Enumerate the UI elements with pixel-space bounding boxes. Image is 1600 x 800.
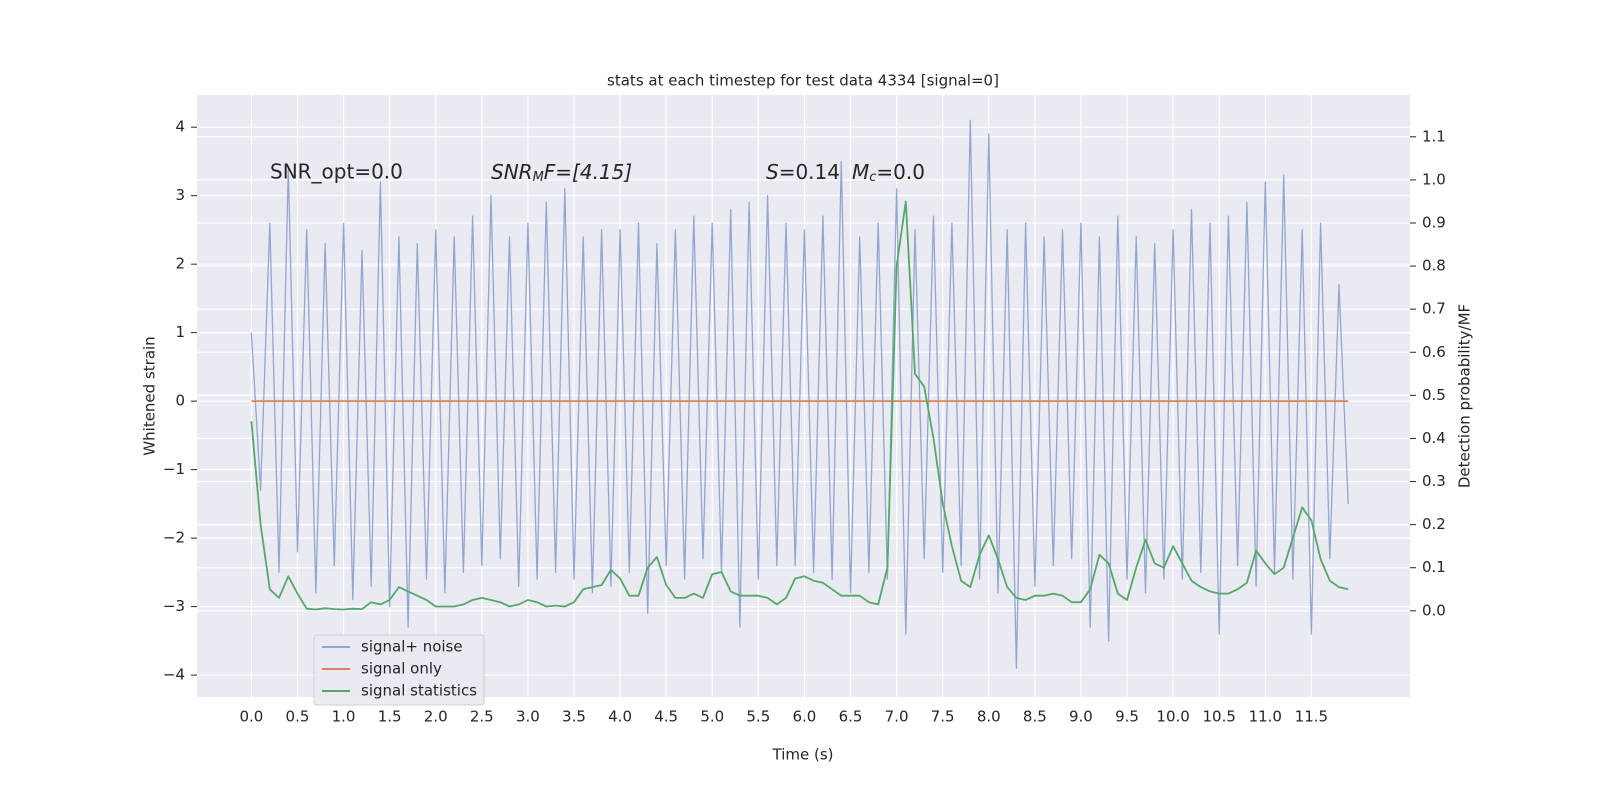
- y2-tick-label: 0.2: [1422, 515, 1446, 533]
- x-tick-label: 7.0: [885, 708, 909, 726]
- y2-tick-label: 1.0: [1422, 170, 1446, 188]
- chart-title: stats at each timestep for test data 433…: [607, 72, 999, 90]
- legend-label: signal statistics: [361, 682, 477, 700]
- y-tick-label: −4: [163, 666, 185, 684]
- y-tick-label: −2: [163, 529, 185, 547]
- x-tick-label: 5.5: [746, 708, 770, 726]
- annotation: SNRMF=[4.15]: [491, 160, 632, 185]
- y-tick-label: −1: [163, 460, 185, 478]
- annotation-part: =0.14: [779, 160, 840, 184]
- legend-label: signal+ noise: [361, 638, 463, 656]
- y-tick-label: 3: [175, 186, 185, 204]
- x-tick-label: 0.5: [286, 708, 310, 726]
- x-tick-label: 7.5: [931, 708, 955, 726]
- x-tick-label: 3.5: [562, 708, 586, 726]
- annotation: SNR_opt=0.0: [270, 160, 403, 184]
- x-tick-label: 11.0: [1249, 708, 1282, 726]
- x-tick-label: 2.0: [424, 708, 448, 726]
- x-tick-label: 8.0: [977, 708, 1001, 726]
- annotation-part: =0.0: [876, 160, 925, 184]
- x-tick-label: 11.5: [1295, 708, 1328, 726]
- x-tick-label: 5.0: [700, 708, 724, 726]
- y-axis-label: Whitened strain: [141, 336, 159, 455]
- annotation: S=0.14 Mc=0.0: [766, 160, 925, 185]
- series-line: [250, 119, 1349, 669]
- y2-tick-label: 0.3: [1422, 472, 1446, 490]
- y-tick-label: 0: [175, 392, 185, 410]
- y2-tick-label: 0.0: [1422, 601, 1446, 619]
- y2-axis-label: Detection probability/MF: [1456, 304, 1474, 488]
- x-tick-label: 10.5: [1202, 708, 1235, 726]
- y2-tick-label: 1.1: [1422, 127, 1446, 145]
- x-tick-label: 10.0: [1156, 708, 1189, 726]
- x-tick-label: 3.0: [516, 708, 540, 726]
- y2-tick-label: 0.8: [1422, 257, 1446, 275]
- x-tick-label: 9.0: [1069, 708, 1093, 726]
- series-line: [250, 200, 1349, 611]
- x-axis-label: Time (s): [772, 746, 834, 764]
- annotation-part: M: [533, 170, 544, 185]
- annotation-part: M: [852, 160, 869, 184]
- x-tick-label: 1.5: [378, 708, 402, 726]
- x-tick-label: 0.0: [239, 708, 263, 726]
- y-tick-label: 1: [175, 323, 185, 341]
- x-tick-label: 9.5: [1115, 708, 1139, 726]
- y2-tick-label: 0.5: [1422, 386, 1446, 404]
- annotation-part: SNR: [491, 160, 533, 184]
- y-tick-label: −3: [163, 597, 185, 615]
- y-tick-label: 2: [175, 255, 185, 273]
- y-tick-label: 4: [175, 118, 185, 136]
- y2-tick-label: 0.1: [1422, 558, 1446, 576]
- annotation-part: c: [869, 170, 876, 185]
- x-tick-label: 2.5: [470, 708, 494, 726]
- x-tick-label: 8.5: [1023, 708, 1047, 726]
- y2-tick-label: 0.9: [1422, 213, 1446, 231]
- x-tick-label: 4.0: [608, 708, 632, 726]
- y2-tick-label: 0.6: [1422, 343, 1446, 361]
- y2-tick-label: 0.4: [1422, 429, 1446, 447]
- legend-box: [313, 634, 485, 706]
- y2-tick-label: 0.7: [1422, 300, 1446, 318]
- x-tick-label: 6.0: [792, 708, 816, 726]
- x-tick-label: 1.0: [332, 708, 356, 726]
- annotation-part: F=[4.15]: [544, 160, 632, 184]
- x-tick-label: 4.5: [654, 708, 678, 726]
- annotation-part: S: [766, 160, 779, 184]
- legend-label: signal only: [361, 660, 442, 678]
- x-tick-label: 6.5: [839, 708, 863, 726]
